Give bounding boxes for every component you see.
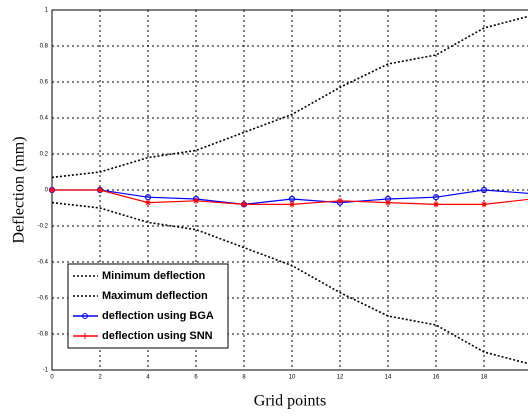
x-tick-label: 2 [98, 375, 102, 381]
x-tick-label: 4 [146, 375, 150, 381]
legend-label: Maximum deflection [102, 290, 208, 302]
legend-label: deflection using SNN [102, 330, 213, 342]
x-tick-label: 6 [194, 375, 198, 381]
marker [433, 201, 439, 208]
marker [145, 199, 151, 206]
y-tick-label: -1 [43, 368, 49, 374]
legend-box [67, 263, 229, 349]
legend-marker [82, 313, 88, 319]
x-axis-label: Grid points [254, 393, 326, 410]
marker [289, 201, 295, 208]
marker [241, 201, 247, 208]
y-tick-label: -0.6 [38, 296, 49, 302]
x-tick-label: 0 [50, 375, 54, 381]
legend: Minimum deflection Maximum deflection defl… [67, 263, 229, 349]
marker [481, 201, 487, 208]
legend-label: Minimum deflection [102, 270, 206, 282]
x-tick-label: 18 [481, 375, 488, 381]
series-line [52, 189, 528, 206]
y-axis-label: Deflection (mm) [11, 136, 28, 243]
y-tick-label: 0.4 [40, 116, 49, 122]
series-line [51, 15, 528, 179]
y-tick-label: 0.6 [40, 80, 49, 86]
marker [337, 197, 343, 204]
y-tick-label: -0.4 [38, 260, 49, 266]
x-tick-label: 8 [242, 375, 246, 381]
legend-marker [82, 333, 88, 339]
marker [97, 187, 103, 193]
y-tick-label: 0.2 [40, 152, 49, 158]
x-tick-label: 16 [433, 375, 440, 381]
series-line [51, 201, 528, 365]
legend-label: deflection using BGA [102, 310, 214, 322]
y-tick-label: -0.2 [38, 224, 49, 230]
y-tick-label: -0.8 [38, 332, 49, 338]
marker [480, 186, 488, 194]
marker [193, 197, 199, 204]
y-tick-label: 1 [45, 8, 49, 14]
x-tick-label: 14 [385, 375, 392, 381]
marker [432, 194, 440, 201]
y-tick-label: 0.8 [40, 44, 49, 50]
x-tick-label: 10 [289, 375, 296, 381]
marker [49, 187, 55, 193]
x-tick-label: 12 [337, 375, 344, 381]
marker [385, 199, 391, 206]
y-tick-label: 0 [45, 188, 49, 194]
